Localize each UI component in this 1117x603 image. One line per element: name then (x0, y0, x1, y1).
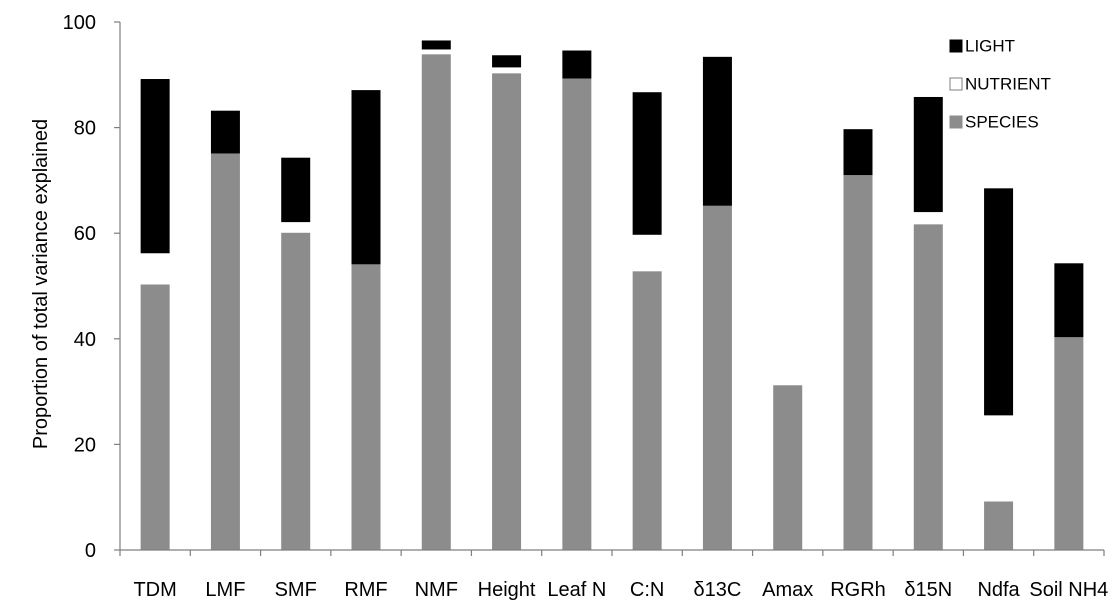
y-tick-label: 100 (63, 12, 96, 34)
y-tick-label: 60 (74, 223, 96, 245)
bar-species-lmf (210, 153, 240, 550)
bar-nutrient-c-n (632, 234, 662, 272)
bar-light-height (492, 55, 522, 68)
bar-species-soil-nh4 (1054, 337, 1084, 550)
bars-layer (140, 40, 1084, 551)
bar-species-13c (702, 205, 732, 551)
ticks-layer: 0 20 40 60 80 100 TDM LMF SMF RMF NMF Height Leaf N C… (63, 12, 1109, 601)
bar-nutrient-ndfa (984, 415, 1014, 502)
x-tick-label-15n: δ15N (904, 579, 952, 601)
x-tick-label-tdm: TDM (133, 579, 176, 601)
bar-species-leaf-n (562, 78, 592, 550)
bar-light-nmf (421, 40, 451, 50)
x-tick-label-nmf: NMF (415, 579, 458, 601)
bar-species-c-n (632, 271, 662, 550)
y-axis-title: Proportion of total variance explained (30, 119, 52, 449)
bar-light-lmf (210, 110, 240, 154)
x-tick-label-13c: δ13C (694, 579, 742, 601)
legend-swatch-nutrient (949, 77, 963, 91)
bar-species-smf (281, 232, 311, 551)
x-tick-label-soil-nh4: Soil NH4 (1029, 579, 1108, 601)
bar-nutrient-smf (281, 222, 311, 233)
bar-light-tdm (140, 79, 170, 254)
bar-species-nmf (421, 54, 451, 551)
legend-label-species: SPECIES (965, 113, 1039, 132)
y-tick-label: 20 (74, 434, 96, 456)
x-tick-label-height: Height (478, 579, 536, 601)
x-tick-label-rgrh: RGRh (830, 579, 886, 601)
bar-light-smf (281, 157, 311, 223)
x-tick-label-smf: SMF (275, 579, 317, 601)
bar-light-rgrh (843, 129, 873, 176)
x-tick-label-c-n: C:N (630, 579, 664, 601)
y-tick-label: 40 (74, 329, 96, 351)
bar-nutrient-tdm (140, 253, 170, 285)
x-tick-label-lmf: LMF (205, 579, 245, 601)
bar-species-rmf (351, 264, 381, 550)
legend-label-light: LIGHT (965, 37, 1015, 56)
bar-light-13c (702, 56, 732, 206)
bar-species-15n (913, 224, 943, 550)
bar-species-tdm (140, 284, 170, 550)
bar-light-leaf-n (562, 50, 592, 79)
legend-swatch-light (949, 39, 963, 53)
bar-species-ndfa (984, 501, 1014, 550)
bar-light-rmf (351, 90, 381, 265)
bar-species-height (492, 73, 522, 550)
legend-swatch-species (949, 115, 963, 129)
bar-light-15n (913, 96, 943, 213)
legend-label-nutrient: NUTRIENT (965, 75, 1051, 94)
x-tick-label-rmf: RMF (344, 579, 387, 601)
bar-species-amax (773, 385, 803, 550)
bar-nutrient-height (492, 67, 522, 74)
axes-layer (119, 22, 1104, 551)
bar-light-c-n (632, 92, 662, 235)
x-tick-label-amax: Amax (762, 579, 813, 601)
y-tick-label: 80 (74, 118, 96, 140)
bar-nutrient-15n (913, 212, 943, 225)
bar-light-soil-nh4 (1054, 263, 1084, 338)
y-tick-label: 0 (85, 540, 96, 562)
bar-species-rgrh (843, 175, 873, 550)
bar-nutrient-nmf (421, 49, 451, 55)
bar-light-ndfa (984, 188, 1014, 416)
x-tick-label-leaf-n: Leaf N (547, 579, 606, 601)
x-tick-label-ndfa: Ndfa (977, 579, 1020, 601)
legend: LIGHT NUTRIENT SPECIES (949, 37, 1051, 132)
